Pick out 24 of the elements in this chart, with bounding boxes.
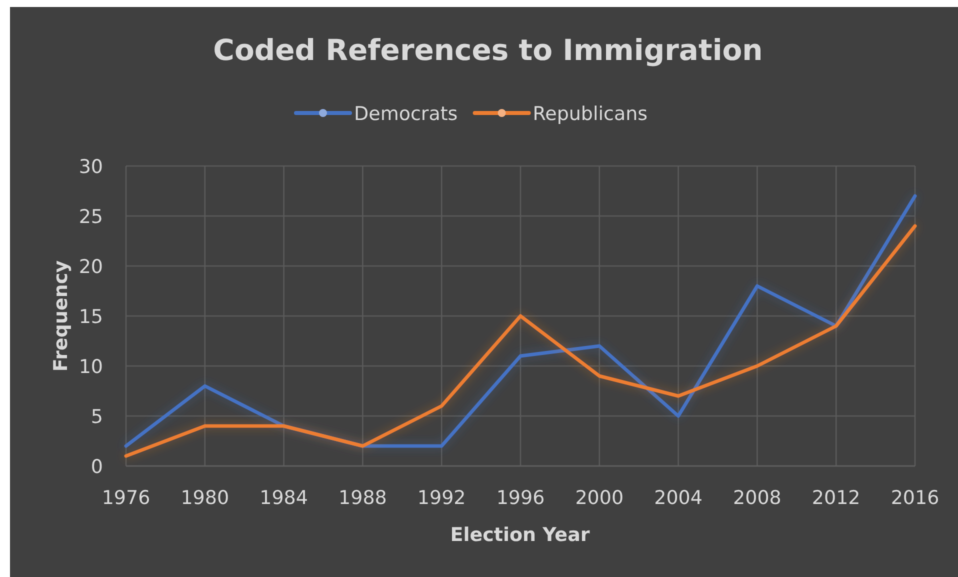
y-tick-label: 0 — [90, 456, 103, 478]
x-tick-label: 2004 — [654, 487, 702, 509]
x-tick-label: 1984 — [260, 487, 308, 509]
x-tick-label: 2012 — [812, 487, 860, 509]
y-tick-label: 15 — [78, 306, 103, 328]
x-tick-label: 1988 — [338, 487, 387, 509]
line-series — [124, 224, 917, 458]
x-tick-label: 1980 — [180, 487, 230, 509]
chart-title: Coded References to Immigration — [213, 33, 763, 67]
y-tick-label: 25 — [78, 206, 103, 228]
y-axis-title: Frequency — [50, 260, 72, 372]
x-tick-label: 2008 — [733, 487, 782, 509]
x-axis-title: Election Year — [450, 524, 590, 546]
x-tick-label: 2016 — [890, 487, 940, 509]
x-tick-label: 1992 — [417, 487, 466, 509]
x-tick-label: 1976 — [102, 487, 150, 509]
x-tick-label: 2000 — [575, 487, 624, 509]
y-tick-label: 10 — [78, 356, 103, 378]
x-tick-label: 1996 — [496, 487, 545, 509]
y-tick-label: 30 — [78, 156, 103, 178]
legend-label: Democrats — [354, 103, 458, 125]
y-tick-label: 5 — [90, 406, 103, 428]
y-tick-label: 20 — [78, 256, 103, 278]
legend-label: Republicans — [532, 103, 648, 125]
